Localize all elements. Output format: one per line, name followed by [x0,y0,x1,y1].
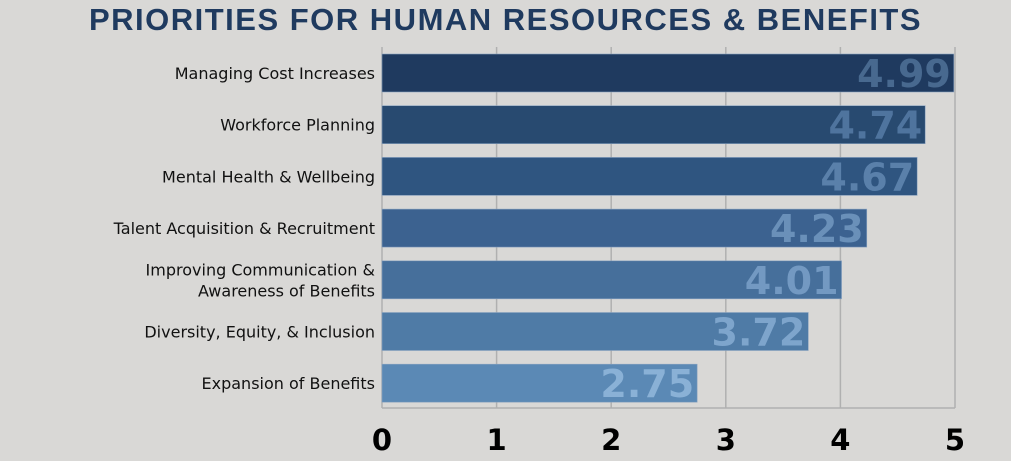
category-label: Awareness of Benefits [198,281,375,300]
bar [381,208,868,248]
bar [381,312,809,351]
bar [381,157,918,196]
data-label: 4.99 [857,52,951,96]
data-label: 4.74 [828,104,922,148]
category-label: Diversity, Equity, & Inclusion [144,323,375,342]
bar [381,53,955,93]
chart-title: PRIORITIES FOR HUMAN RESOURCES & BENEFIT… [88,2,923,37]
bar [381,105,926,144]
category-label: Workforce Planning [220,116,375,135]
x-tick-label: 3 [716,423,736,457]
category-label: Expansion of Benefits [202,374,375,393]
category-label: Mental Health & Wellbeing [162,167,375,186]
data-label: 4.23 [770,207,864,251]
data-label: 2.75 [600,362,694,406]
x-tick-label: 5 [945,423,965,457]
x-tick-label: 0 [372,423,392,457]
data-label: 4.67 [820,155,914,199]
bar [381,260,842,300]
category-label: Managing Cost Increases [175,64,375,83]
category-label: Talent Acquisition & Recruitment [113,219,375,238]
data-label: 4.01 [745,259,839,303]
data-label: 3.72 [712,311,806,355]
x-tick-label: 1 [487,423,507,457]
x-tick-label: 4 [830,423,850,457]
x-tick-label: 2 [601,423,621,457]
category-label: Improving Communication & [146,260,375,279]
bar [381,363,698,403]
